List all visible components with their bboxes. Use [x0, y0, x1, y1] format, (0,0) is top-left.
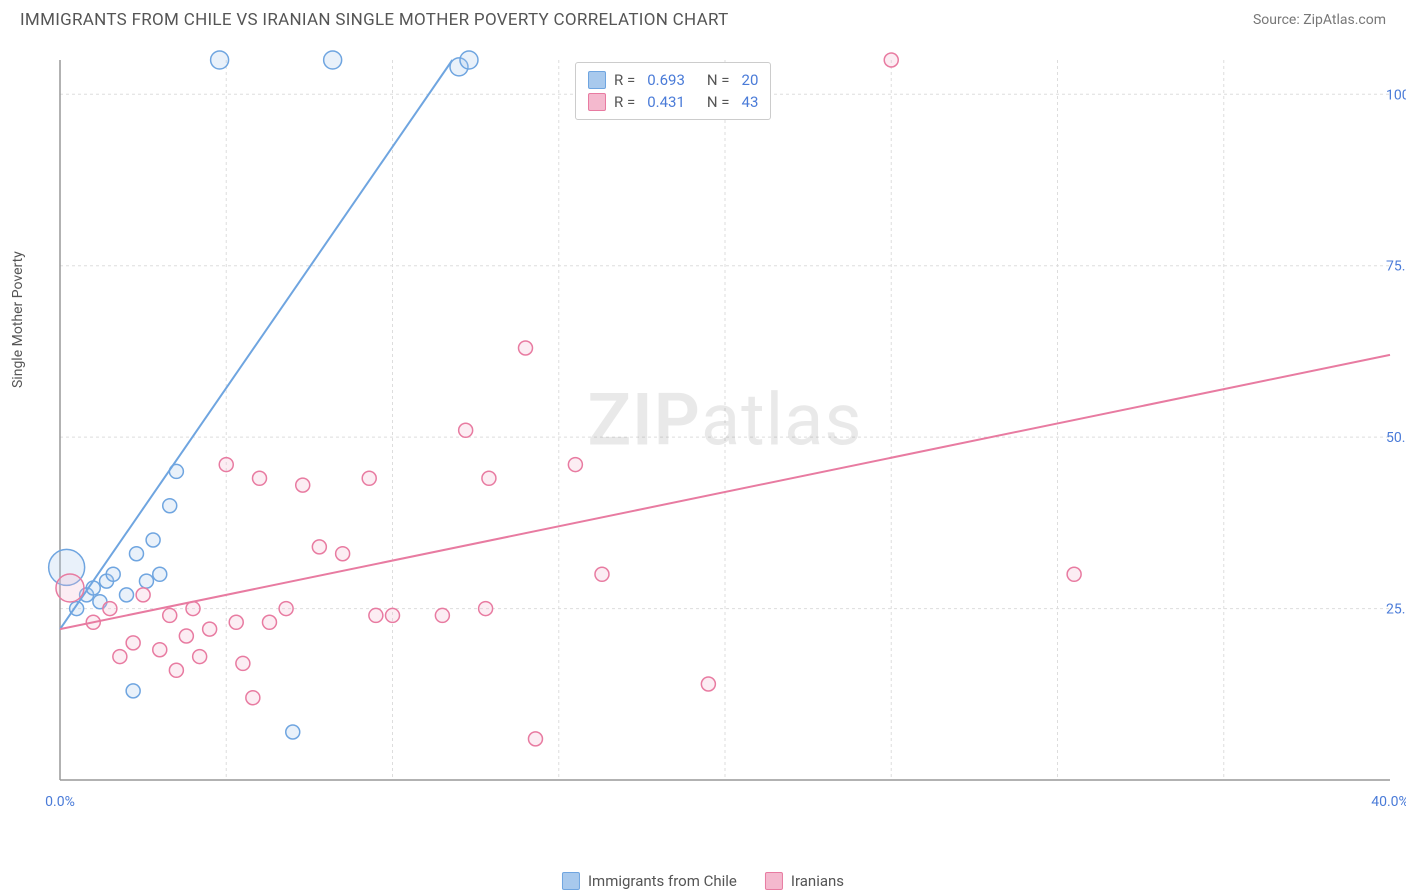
y-tick-label: 50.0% [1386, 430, 1406, 446]
scatter-point [56, 574, 84, 602]
scatter-point [211, 51, 229, 69]
series-legend: Immigrants from Chile Iranians [562, 872, 844, 890]
scatter-point [236, 656, 250, 670]
scatter-point [460, 51, 478, 69]
x-tick-label: 40.0% [1371, 794, 1406, 810]
legend-r-label: R = [614, 93, 635, 111]
scatter-point [528, 732, 542, 746]
scatter-point [163, 608, 177, 622]
scatter-point [362, 471, 376, 485]
scatter-point [262, 615, 276, 629]
legend-n-value: 43 [742, 93, 759, 111]
legend-n-label: N = [707, 93, 730, 111]
scatter-point [136, 588, 150, 602]
scatter-point [229, 615, 243, 629]
scatter-point [386, 608, 400, 622]
y-tick-label: 75.0% [1386, 259, 1406, 275]
scatter-point [153, 643, 167, 657]
scatter-point [179, 629, 193, 643]
scatter-point [163, 499, 177, 513]
scatter-point [435, 608, 449, 622]
scatter-point [479, 602, 493, 616]
scatter-point [219, 458, 233, 472]
scatter-point [169, 663, 183, 677]
legend-label: Iranians [791, 872, 844, 890]
scatter-point [296, 478, 310, 492]
scatter-point [146, 533, 160, 547]
scatter-point [482, 471, 496, 485]
scatter-point [1067, 567, 1081, 581]
y-tick-label: 25.0% [1386, 602, 1406, 618]
chart-title: IMMIGRANTS FROM CHILE VS IRANIAN SINGLE … [20, 10, 729, 30]
trend-line [60, 60, 452, 629]
legend-item: Iranians [765, 872, 844, 890]
plot-area: 25.0%50.0%75.0%100.0%0.0%40.0% ZIPatlas [60, 50, 1390, 820]
scatter-point [336, 547, 350, 561]
scatter-point [286, 725, 300, 739]
scatter-point [519, 341, 533, 355]
scatter-point [459, 423, 473, 437]
legend-swatch [588, 71, 606, 89]
legend-n-value: 20 [742, 71, 759, 89]
y-tick-label: 100.0% [1386, 87, 1406, 103]
legend-r-value: 0.431 [647, 93, 685, 111]
legend-n-label: N = [707, 71, 730, 89]
scatter-point [701, 677, 715, 691]
scatter-point [129, 547, 143, 561]
correlation-legend: R = 0.693 N = 20 R = 0.431 N = 43 [575, 62, 771, 120]
chart-container: 25.0%50.0%75.0%100.0%0.0%40.0% ZIPatlas [50, 50, 1390, 820]
scatter-point [369, 608, 383, 622]
legend-item: Immigrants from Chile [562, 872, 737, 890]
scatter-point [126, 684, 140, 698]
legend-label: Immigrants from Chile [588, 872, 737, 890]
y-axis-label: Single Mother Poverty [10, 251, 26, 388]
legend-row: R = 0.431 N = 43 [588, 91, 758, 113]
scatter-plot-svg: 25.0%50.0%75.0%100.0%0.0%40.0% [60, 50, 1390, 820]
scatter-point [312, 540, 326, 554]
scatter-point [246, 691, 260, 705]
scatter-point [324, 51, 342, 69]
legend-swatch [588, 93, 606, 111]
scatter-point [595, 567, 609, 581]
scatter-point [103, 602, 117, 616]
chart-header: IMMIGRANTS FROM CHILE VS IRANIAN SINGLE … [0, 0, 1406, 35]
scatter-point [884, 53, 898, 67]
scatter-point [106, 567, 120, 581]
legend-r-label: R = [614, 71, 635, 89]
scatter-point [253, 471, 267, 485]
chart-source: Source: ZipAtlas.com [1253, 12, 1386, 28]
scatter-point [153, 567, 167, 581]
scatter-point [279, 602, 293, 616]
x-tick-label: 0.0% [45, 794, 75, 810]
legend-r-value: 0.693 [647, 71, 685, 89]
scatter-point [203, 622, 217, 636]
legend-row: R = 0.693 N = 20 [588, 69, 758, 91]
scatter-point [126, 636, 140, 650]
scatter-point [120, 588, 134, 602]
scatter-point [113, 650, 127, 664]
legend-swatch [765, 872, 783, 890]
scatter-point [193, 650, 207, 664]
scatter-point [568, 458, 582, 472]
legend-swatch [562, 872, 580, 890]
scatter-point [139, 574, 153, 588]
